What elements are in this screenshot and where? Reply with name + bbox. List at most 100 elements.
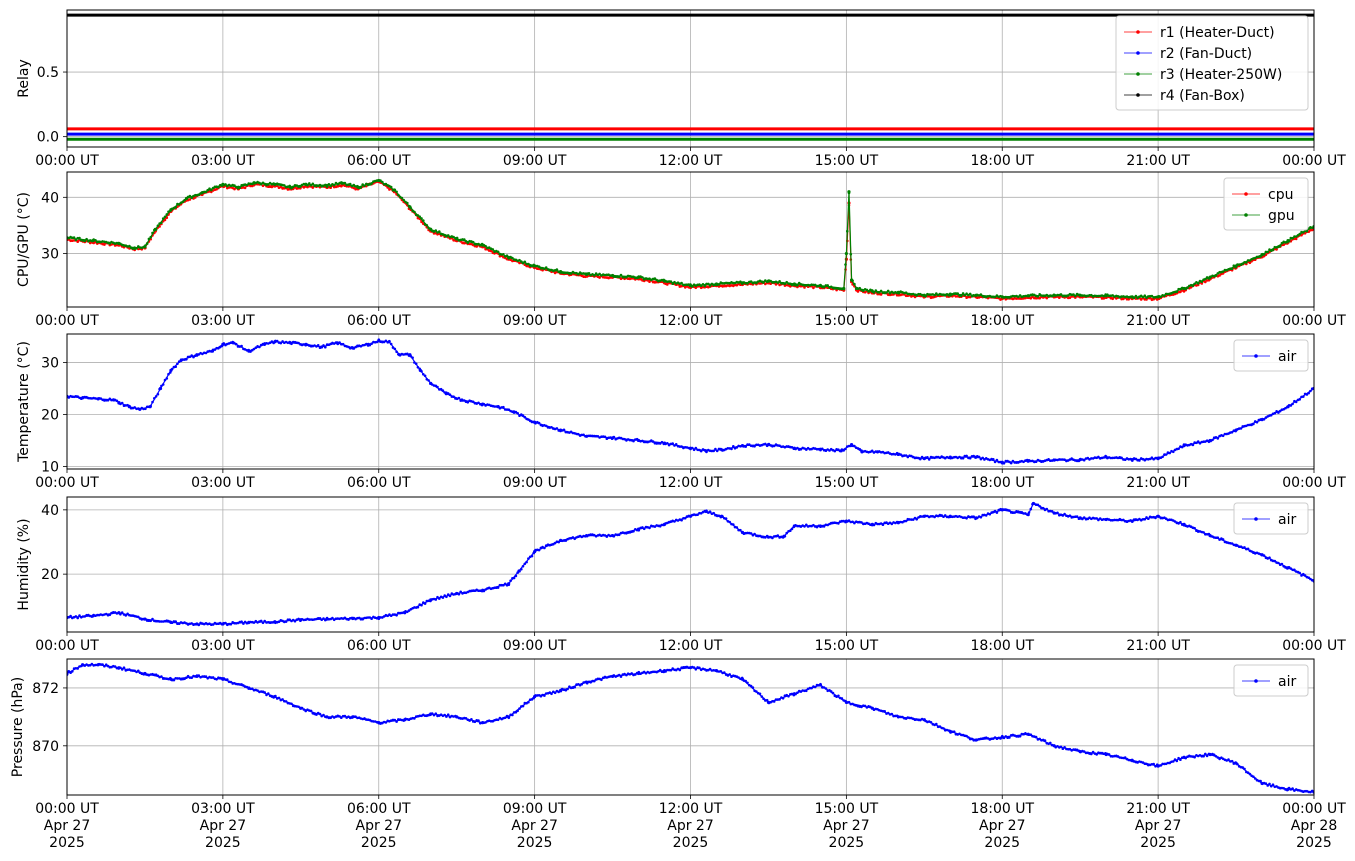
y-axis-label: CPU/GPU (°C) — [16, 192, 32, 287]
anchor-point — [418, 368, 422, 372]
anchor-point — [782, 534, 786, 538]
data-point — [1148, 296, 1152, 300]
data-point — [74, 238, 78, 242]
data-point — [995, 511, 999, 514]
data-point — [1280, 562, 1284, 566]
data-point — [489, 720, 493, 723]
data-point — [163, 215, 167, 219]
anchor-point — [455, 715, 459, 719]
data-point — [1243, 767, 1246, 771]
x-tick-label: 00:00 UT — [35, 313, 99, 329]
x-tick-label: 03:00 UT — [191, 638, 255, 654]
x-tick-year: 2025 — [205, 835, 241, 851]
data-point — [423, 602, 427, 605]
anchor-point — [974, 516, 978, 520]
x-tick-date: Apr 27 — [979, 818, 1025, 834]
data-point — [331, 616, 334, 620]
x-tick-year: 2025 — [829, 835, 865, 851]
data-point — [764, 536, 767, 539]
data-point — [617, 673, 621, 677]
data-point — [521, 261, 525, 265]
data-point — [1022, 512, 1025, 515]
anchor-point — [714, 668, 719, 673]
anchor-point — [273, 695, 277, 699]
data-point — [609, 274, 612, 277]
data-point — [1095, 517, 1098, 520]
anchor-point — [195, 674, 199, 678]
data-point — [1179, 290, 1182, 294]
data-point — [1058, 296, 1061, 300]
data-point — [669, 280, 673, 283]
data-point — [163, 218, 167, 222]
data-point — [840, 697, 844, 700]
anchor-point — [117, 400, 121, 405]
data-point — [78, 236, 81, 240]
data-point — [265, 693, 268, 697]
anchor-point — [288, 185, 293, 189]
data-point — [858, 447, 861, 451]
anchor-point — [299, 706, 303, 710]
data-point — [840, 519, 844, 523]
y-axis-label: Humidity (%) — [16, 518, 32, 610]
data-point — [1122, 297, 1125, 301]
data-point — [956, 292, 959, 295]
data-point — [728, 520, 731, 524]
data-point — [224, 183, 227, 186]
anchor-point — [179, 358, 183, 362]
data-point — [1029, 507, 1033, 511]
data-point — [796, 691, 799, 694]
anchor-point — [974, 455, 978, 459]
data-point — [746, 681, 749, 685]
data-point — [190, 676, 193, 679]
anchor-point — [1026, 732, 1030, 736]
x-tick-year: 2025 — [984, 835, 1020, 851]
data-point — [1056, 511, 1059, 515]
data-point — [439, 387, 443, 391]
data-point — [778, 698, 781, 701]
data-point — [863, 291, 867, 294]
data-point — [1008, 509, 1011, 512]
data-point — [1036, 295, 1040, 298]
x-tick-label: 12:00 UT — [659, 638, 723, 654]
anchor-point — [1130, 458, 1134, 462]
data-point — [812, 286, 815, 290]
data-point — [463, 238, 466, 241]
data-point — [1161, 455, 1164, 459]
anchor-point — [143, 617, 147, 621]
data-point — [441, 389, 445, 392]
anchor-point — [792, 282, 797, 286]
anchor-point — [408, 205, 412, 209]
data-point — [165, 213, 169, 216]
anchor-point — [1104, 455, 1108, 459]
data-point — [562, 428, 566, 432]
data-point — [1049, 741, 1052, 745]
data-point — [699, 284, 703, 288]
y-tick-label: 20 — [41, 567, 59, 583]
data-point — [477, 719, 480, 722]
anchor-point — [948, 292, 952, 296]
data-point — [76, 616, 79, 620]
data-point — [993, 460, 997, 464]
data-point — [1196, 440, 1200, 443]
data-point — [658, 668, 662, 672]
legend-swatch-marker — [1136, 30, 1140, 34]
anchor-point — [299, 618, 303, 622]
data-point — [316, 617, 320, 620]
data-point — [1196, 282, 1200, 285]
data-point — [174, 620, 177, 623]
data-point — [1159, 764, 1163, 767]
anchor-point — [974, 738, 978, 742]
data-point — [516, 709, 519, 713]
data-point — [1221, 538, 1225, 541]
data-point — [226, 678, 229, 681]
anchor-point — [143, 671, 147, 676]
data-point — [826, 284, 829, 287]
data-point — [730, 447, 733, 451]
anchor-point — [444, 392, 448, 396]
data-point — [1075, 459, 1079, 463]
data-point — [1179, 520, 1182, 524]
data-point — [993, 295, 997, 299]
anchor-point — [720, 448, 724, 452]
data-point — [267, 185, 270, 188]
data-point — [240, 344, 243, 348]
